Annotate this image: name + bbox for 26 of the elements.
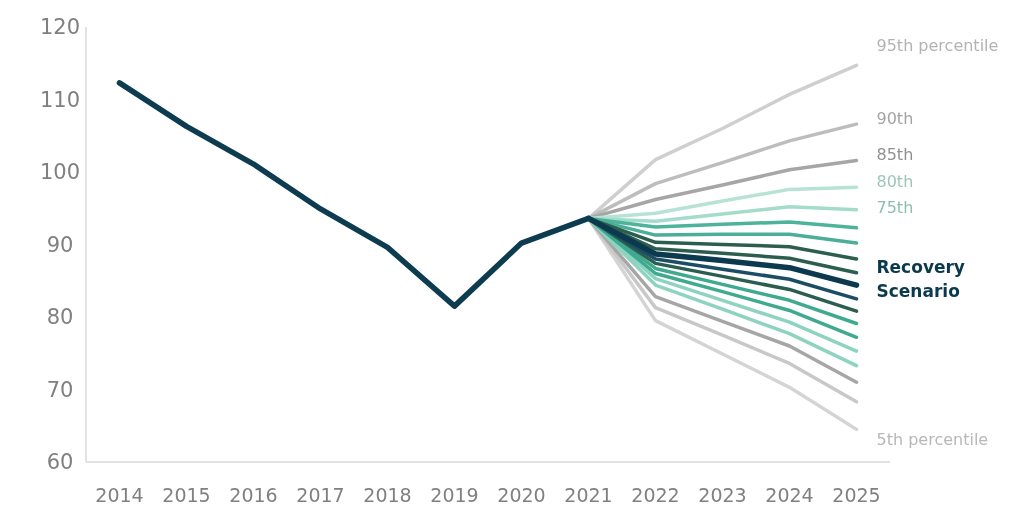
x-tick-label: 2018 bbox=[363, 484, 412, 506]
series-label: 95th percentile bbox=[876, 35, 999, 55]
x-tick-label: 2015 bbox=[162, 484, 211, 506]
x-tick-label: 2017 bbox=[296, 484, 345, 506]
x-tick-label: 2021 bbox=[564, 484, 613, 506]
series-label: 5th percentile bbox=[876, 429, 989, 449]
y-tick-label: 120 bbox=[39, 15, 81, 39]
series-label: 90th bbox=[876, 108, 914, 128]
x-tick-label: 2016 bbox=[229, 484, 278, 506]
x-tick-label: 2023 bbox=[698, 484, 747, 506]
y-tick-label: 100 bbox=[39, 160, 81, 184]
series-label: 75th bbox=[876, 197, 914, 217]
x-tick-label: 2019 bbox=[430, 484, 479, 506]
x-tick-label: 2022 bbox=[631, 484, 680, 506]
y-tick-label: 60 bbox=[46, 450, 74, 474]
y-tick-label: 70 bbox=[46, 377, 74, 402]
x-tick-label: 2025 bbox=[832, 484, 881, 506]
x-tick-label: 2014 bbox=[95, 484, 144, 506]
series-label: 80th bbox=[876, 171, 914, 191]
x-tick-label: 2024 bbox=[765, 484, 814, 506]
x-tick-label: 2020 bbox=[497, 484, 546, 506]
y-tick-label: 90 bbox=[46, 232, 74, 257]
y-tick-label: 80 bbox=[46, 305, 74, 329]
y-tick-label: 110 bbox=[39, 87, 81, 112]
series-label: Recovery Scenario bbox=[876, 257, 965, 302]
series-label: 85th bbox=[876, 144, 914, 164]
